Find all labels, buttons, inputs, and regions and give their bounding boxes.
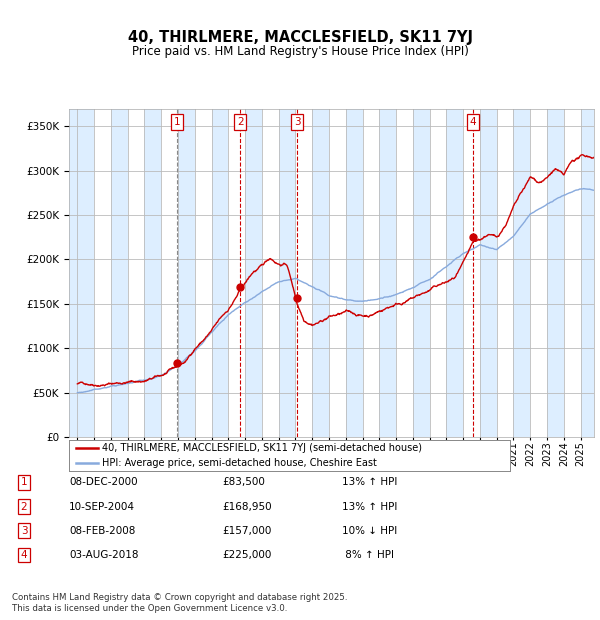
Bar (94, 108, 111, 437)
Text: 40, THIRLMERE, MACCLESFIELD, SK11 7YJ: 40, THIRLMERE, MACCLESFIELD, SK11 7YJ (128, 30, 473, 45)
Text: 40, THIRLMERE, MACCLESFIELD, SK11 7YJ (semi-detached house): 40, THIRLMERE, MACCLESFIELD, SK11 7YJ (s… (102, 443, 422, 453)
Text: HPI: Average price, semi-detached house, Cheshire East: HPI: Average price, semi-detached house,… (102, 458, 377, 469)
Text: 13% ↑ HPI: 13% ↑ HPI (342, 502, 397, 512)
Text: 3: 3 (294, 117, 301, 127)
Bar (329, 108, 346, 437)
Bar (362, 108, 379, 437)
Text: £157,000: £157,000 (222, 526, 271, 536)
Text: 1: 1 (20, 477, 28, 487)
Text: £225,000: £225,000 (222, 550, 271, 560)
Bar (161, 108, 178, 437)
Text: Price paid vs. HM Land Registry's House Price Index (HPI): Price paid vs. HM Land Registry's House … (131, 45, 469, 58)
Text: £83,500: £83,500 (222, 477, 265, 487)
Bar (295, 108, 312, 437)
Bar (195, 108, 212, 437)
Text: 03-AUG-2018: 03-AUG-2018 (69, 550, 139, 560)
Text: 2: 2 (237, 117, 244, 127)
Text: 10-SEP-2004: 10-SEP-2004 (69, 502, 135, 512)
Text: 08-FEB-2008: 08-FEB-2008 (69, 526, 136, 536)
Bar (530, 108, 547, 437)
Text: 3: 3 (20, 526, 28, 536)
Text: 13% ↑ HPI: 13% ↑ HPI (342, 477, 397, 487)
Text: 8% ↑ HPI: 8% ↑ HPI (342, 550, 394, 560)
Bar (463, 108, 480, 437)
Bar (229, 108, 245, 437)
Bar (430, 108, 446, 437)
Bar (497, 108, 514, 437)
Text: 4: 4 (470, 117, 476, 127)
Bar (262, 108, 278, 437)
Bar (128, 108, 145, 437)
Text: £168,950: £168,950 (222, 502, 272, 512)
Text: 08-DEC-2000: 08-DEC-2000 (69, 477, 137, 487)
Text: 1: 1 (174, 117, 181, 127)
Text: 2: 2 (20, 502, 28, 512)
Text: 10% ↓ HPI: 10% ↓ HPI (342, 526, 397, 536)
Text: 4: 4 (20, 550, 28, 560)
Bar (396, 108, 413, 437)
Bar (564, 108, 581, 437)
Text: Contains HM Land Registry data © Crown copyright and database right 2025.
This d: Contains HM Land Registry data © Crown c… (12, 593, 347, 613)
